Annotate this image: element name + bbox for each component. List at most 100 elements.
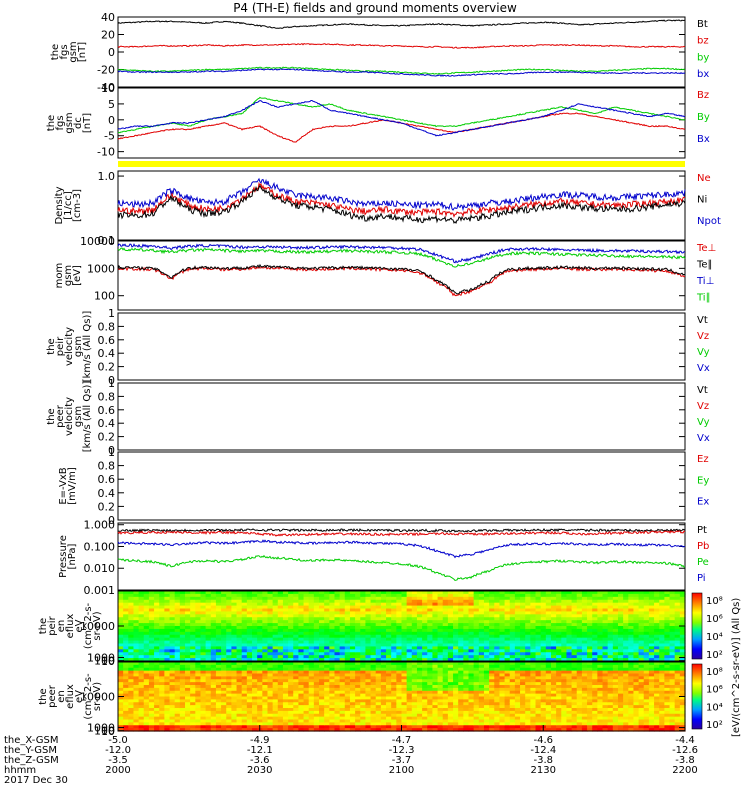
heatmap-cell [494, 649, 501, 653]
heatmap-cell [556, 722, 562, 726]
heatmap-cell [370, 602, 377, 607]
heatmap-cell [561, 620, 568, 624]
heatmap-cell [195, 699, 202, 703]
heatmap-cell [494, 667, 501, 672]
heatmap-cell [648, 631, 655, 636]
heatmap-cell [602, 646, 609, 650]
heatmap-cell [571, 649, 578, 653]
heatmap-cell [210, 673, 217, 677]
heatmap-cell [427, 728, 434, 732]
heatmap-cell [638, 637, 645, 642]
series-line-Te∥ [117, 263, 686, 295]
series-line-Bt [117, 19, 686, 29]
heatmap-cell [406, 716, 413, 721]
heatmap-cell [432, 593, 439, 598]
heatmap-cell [654, 646, 660, 650]
heatmap-cell [200, 628, 207, 633]
heatmap-cell [334, 722, 341, 726]
heatmap-cell [118, 719, 124, 723]
heatmap-cell [550, 682, 557, 686]
heatmap-cell [561, 693, 568, 698]
heatmap-cell [648, 623, 655, 627]
heatmap-cell [447, 687, 454, 692]
heatmap-cell [257, 693, 263, 698]
heatmap-cell [494, 596, 501, 601]
heatmap-cell [643, 649, 650, 653]
series-line-bx [117, 68, 686, 77]
heatmap-cell [556, 673, 562, 677]
heatmap-cell [540, 690, 547, 695]
heatmap-cell [633, 617, 640, 621]
heatmap-cell [179, 602, 186, 607]
heatmap-cell [190, 676, 196, 680]
heatmap-cell [355, 626, 361, 630]
heatmap-cell [592, 611, 598, 615]
heatmap-cell [432, 722, 439, 726]
heatmap-cell [411, 682, 418, 686]
heatmap-cell [293, 608, 299, 613]
heatmap-cell [633, 611, 640, 615]
heatmap-cell [339, 713, 346, 718]
heatmap-cell [308, 722, 315, 726]
heatmap-cell [674, 623, 681, 627]
heatmap-cell [231, 617, 238, 621]
heatmap-cell [561, 640, 568, 645]
y-tick-label: 0 [108, 374, 115, 387]
heatmap-cell [241, 593, 248, 598]
heatmap-cell [427, 682, 434, 686]
heatmap-cell [277, 690, 284, 695]
heatmap-cell [210, 719, 217, 723]
heatmap-cell [380, 628, 387, 633]
heatmap-cell [344, 687, 351, 692]
heatmap-cell [550, 662, 557, 666]
heatmap-cell [246, 728, 253, 732]
heatmap-cell [133, 655, 140, 659]
heatmap-cell [561, 593, 568, 598]
heatmap-cell [334, 719, 341, 723]
heatmap-cell [277, 608, 284, 613]
heatmap-cell [231, 662, 238, 666]
heatmap-cell [375, 676, 382, 680]
heatmap-cell [571, 682, 578, 686]
heatmap-cell [380, 685, 387, 689]
heatmap-cell [509, 649, 516, 653]
heatmap-cell [612, 591, 619, 595]
heatmap-cell [349, 679, 356, 683]
heatmap-cell [453, 614, 459, 618]
heatmap-cell [200, 710, 207, 715]
heatmap-cell [154, 640, 160, 645]
heatmap-cell [262, 614, 269, 618]
heatmap-cell [540, 591, 547, 595]
heatmap-cell [164, 617, 171, 621]
heatmap-cell [566, 620, 573, 624]
heatmap-cell [365, 591, 372, 595]
heatmap-cell [468, 637, 475, 642]
heatmap-cell [303, 649, 310, 653]
heatmap-cell [344, 685, 351, 689]
heatmap-cell [530, 591, 537, 595]
heatmap-cell [303, 713, 310, 718]
heatmap-cell [282, 716, 289, 721]
heatmap-cell [391, 725, 397, 729]
heatmap-cell [607, 617, 614, 621]
heatmap-cell [190, 634, 196, 639]
heatmap-cell [133, 685, 140, 689]
heatmap-cell [190, 708, 196, 712]
heatmap-cell [288, 722, 294, 726]
heatmap-cell [468, 605, 475, 610]
heatmap-cell [293, 667, 299, 672]
heatmap-cell [416, 699, 423, 703]
heatmap-cell [525, 713, 531, 718]
heatmap-cell [308, 710, 315, 715]
heatmap-cell [308, 658, 315, 662]
heatmap-cell [123, 702, 129, 706]
heatmap-cell [128, 658, 135, 662]
heatmap-cell [298, 617, 305, 621]
heatmap-cell [453, 593, 459, 598]
heatmap-cell [375, 728, 382, 732]
heatmap-cell [437, 702, 444, 706]
heatmap-cell [159, 623, 165, 627]
heatmap-cell [349, 673, 356, 677]
heatmap-cell [123, 705, 129, 709]
heatmap-cell [118, 626, 124, 630]
